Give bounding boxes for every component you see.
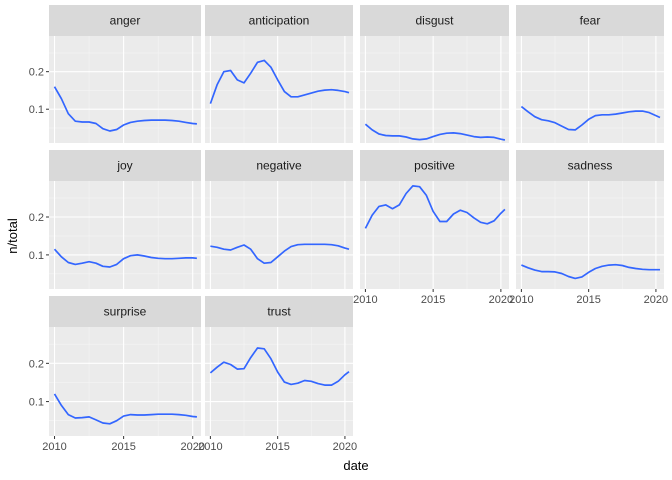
facet-strip: [205, 150, 353, 181]
facet-panel: [205, 181, 353, 289]
facet-strip: [360, 5, 509, 36]
x-tick-label: 2015: [265, 441, 289, 453]
facet-panel: [516, 181, 664, 289]
y-tick-label: 0.2: [29, 358, 44, 370]
facet-strip-label: surprise: [104, 305, 147, 319]
facet-strip-label: positive: [414, 159, 455, 173]
y-axis-title: n/total: [5, 218, 20, 254]
facet-trust: trust 2010 2015 2020: [198, 296, 357, 453]
facet-strip-label: trust: [267, 305, 291, 319]
facet-panel: [205, 327, 353, 436]
facet-panel: [516, 36, 664, 143]
x-tick-label: 2015: [111, 441, 135, 453]
facet-strip: [49, 5, 201, 36]
x-tick-label: 2015: [421, 294, 445, 306]
x-tick-label: 2010: [353, 294, 377, 306]
facet-strip: [516, 5, 664, 36]
series-line-sadness: [521, 263, 660, 280]
x-axis-title: date: [343, 458, 368, 473]
x-tick-label: 2020: [489, 294, 513, 306]
facet-panel: [49, 181, 201, 289]
y-tick-label: 0.1: [29, 104, 44, 116]
facet-strip-label: anger: [110, 14, 141, 28]
facet-strip-label: sadness: [568, 159, 613, 173]
facet-anticipation: anticipation: [205, 5, 353, 143]
y-tick-label: 0.1: [29, 397, 44, 409]
facet-fear: fear: [516, 5, 664, 143]
facet-strip: [516, 150, 664, 181]
x-tick-label: 2010: [509, 294, 533, 306]
facet-strip: [205, 5, 353, 36]
facet-sadness: sadness 2010 2015 2020: [509, 150, 668, 306]
facet-negative: negative: [205, 150, 353, 289]
facet-strip-label: negative: [256, 159, 302, 173]
series-line-anticipation: [209, 59, 350, 104]
series-line-surprise: [53, 393, 197, 425]
series-line-anger: [53, 86, 197, 132]
facet-anger: anger 0.1 0.2: [29, 5, 201, 143]
series-line-trust: [209, 347, 350, 386]
y-tick-label: 0.1: [29, 250, 44, 262]
facet-strip-label: anticipation: [249, 14, 310, 28]
series-line-negative: [210, 243, 350, 265]
facet-strip: [49, 150, 201, 181]
series-line-joy: [53, 248, 197, 268]
facet-strip-label: disgust: [415, 14, 454, 28]
x-tick-label: 2010: [42, 441, 66, 453]
series-line-fear: [520, 105, 661, 131]
facet-disgust: disgust: [360, 5, 509, 143]
facet-surprise: surprise 0.1 0.2 2010 2015 2020: [29, 296, 205, 453]
x-tick-label: 2010: [198, 441, 222, 453]
facet-strip: [205, 296, 353, 327]
y-tick-label: 0.2: [29, 67, 44, 79]
facet-panel: [49, 327, 201, 436]
x-tick-label: 2020: [333, 441, 357, 453]
series-line-positive: [364, 185, 506, 229]
x-tick-label: 2020: [644, 294, 668, 306]
series-line-disgust: [364, 123, 506, 141]
facet-strip-label: joy: [116, 159, 132, 173]
y-tick-label: 0.2: [29, 212, 44, 224]
facet-panel: [49, 36, 201, 143]
facet-strip-label: fear: [580, 14, 601, 28]
facet-strip: [360, 150, 509, 181]
facet-panel: [360, 36, 509, 143]
facet-positive: positive 2010 2015 2020: [353, 150, 513, 306]
facet-joy: joy 0.1 0.2: [29, 150, 201, 289]
facet-panel: [360, 181, 509, 289]
x-tick-label: 2020: [180, 441, 204, 453]
facet-strip: [49, 296, 201, 327]
x-tick-label: 2015: [576, 294, 600, 306]
